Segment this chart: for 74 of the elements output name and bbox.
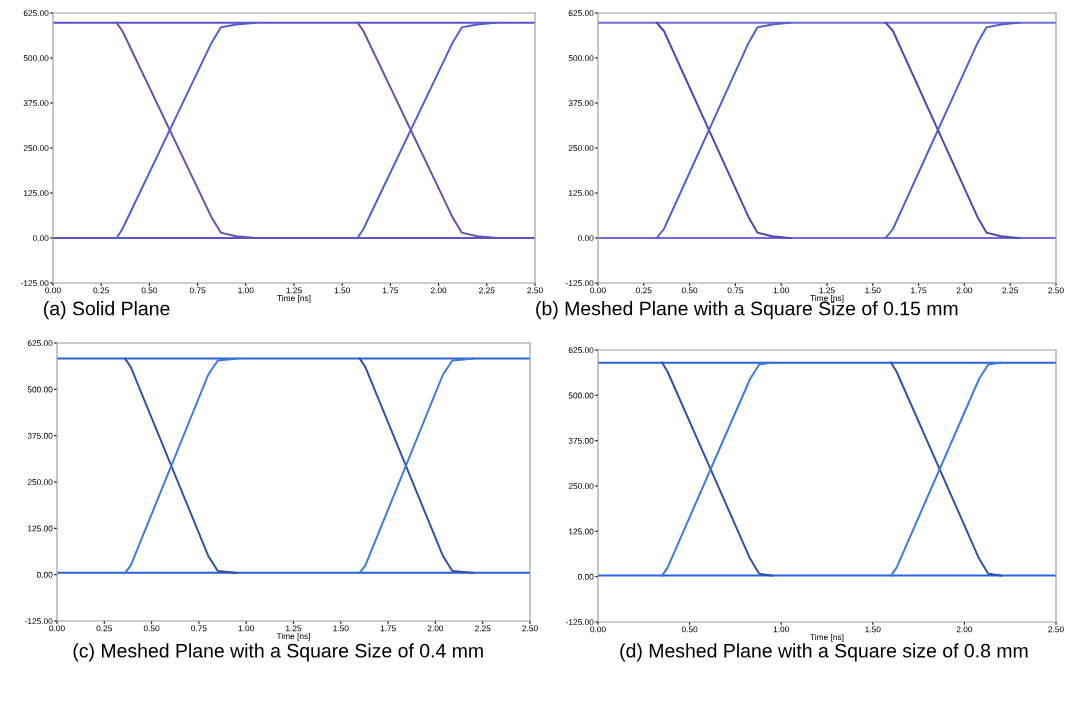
y-tick-label: -125.00 [20,280,49,287]
x-tick-label: 1.50 [333,625,349,632]
x-tick-label: 0.50 [143,625,160,632]
text: (c) Meshed Plane with a Square Size of 0.4 mm [73,643,483,662]
y-tick-label: 250.00 [568,145,594,152]
y-tick-label: 250.00 [568,483,594,490]
x-tick-label: 1.25 [819,287,835,294]
y-tick-label: -125.00 [565,280,594,287]
y-tick-label: 375.00 [568,437,594,444]
y-tick-label: 500.00 [27,386,53,393]
x-tick-label: 0.50 [681,287,698,294]
x-tick-label: 1.75 [911,287,927,294]
x-tick-label: 2.50 [527,287,543,294]
x-tick-label: 1.75 [380,625,396,632]
text: (b) Meshed Plane with a Square Size of 0.15 mm [536,301,958,320]
x-axis-title: Time [ns] [277,294,311,303]
y-tick-label: 625.00 [568,10,594,17]
x-tick-label: 0.75 [727,287,744,294]
y-tick-label: 375.00 [568,100,594,107]
x-tick-label: 0.00 [590,626,606,633]
x-axis-title: Time [ns] [276,632,310,641]
x-tick-label: 0.25 [636,287,652,294]
x-tick-label: 1.50 [865,287,881,294]
y-tick-label: -125.00 [565,619,594,626]
y-tick-label: -125.00 [24,618,53,625]
y-tick-label: 0.00 [32,235,49,242]
x-tick-label: 0.25 [96,625,113,632]
x-tick-label: 1.25 [286,287,302,294]
x-tick-label: 1.00 [773,287,789,294]
y-tick-label: 375.00 [23,100,49,107]
x-tick-label: 2.00 [430,287,447,294]
x-tick-label: 0.50 [681,626,698,633]
x-tick-label: 2.00 [956,626,973,633]
x-tick-label: 2.25 [1002,287,1018,294]
x-tick-label: 2.25 [475,625,491,632]
x-tick-label: 2.00 [427,625,444,632]
x-tick-label: 2.50 [1048,287,1064,294]
x-tick-label: 1.75 [382,287,399,294]
x-tick-label: 0.00 [45,287,61,294]
y-tick-label: 250.00 [23,145,49,152]
y-tick-label: 625.00 [568,347,594,354]
y-tick-label: 500.00 [23,55,49,62]
y-tick-label: 0.00 [577,573,594,580]
y-tick-label: 500.00 [568,392,594,399]
y-tick-label: 125.00 [568,190,594,197]
x-tick-label: 2.00 [956,287,973,294]
x-tick-label: 0.75 [189,287,206,294]
x-axis-title: Time [ns] [810,633,844,642]
x-tick-label: 0.00 [590,287,606,294]
y-tick-label: 625.00 [27,340,53,347]
x-tick-label: 1.50 [865,626,881,633]
x-tick-label: 1.00 [238,625,254,632]
y-tick-label: 375.00 [27,432,53,439]
y-tick-label: 500.00 [568,55,594,62]
x-tick-label: 1.00 [238,287,254,294]
text: (d) Meshed Plane with a Square size of 0.8 mm [620,643,1028,662]
y-tick-label: 125.00 [568,528,594,535]
x-tick-label: 0.25 [93,287,109,294]
y-tick-label: 0.00 [577,235,594,242]
y-tick-label: 125.00 [27,525,53,532]
y-tick-label: 125.00 [23,190,49,197]
x-tick-label: 2.50 [522,625,538,632]
x-tick-label: 1.25 [286,625,302,632]
x-tick-label: 0.00 [49,625,65,632]
x-tick-label: 1.50 [334,287,350,294]
x-tick-label: 1.00 [773,626,789,633]
x-tick-label: 2.25 [479,287,495,294]
x-tick-label: 0.50 [141,287,158,294]
y-tick-label: 250.00 [27,479,53,486]
x-tick-label: 2.50 [1048,626,1064,633]
text: (a) Solid Plane [44,301,170,320]
x-tick-label: 0.75 [191,625,207,632]
y-tick-label: 625.00 [23,10,49,17]
y-tick-label: 0.00 [36,571,53,578]
